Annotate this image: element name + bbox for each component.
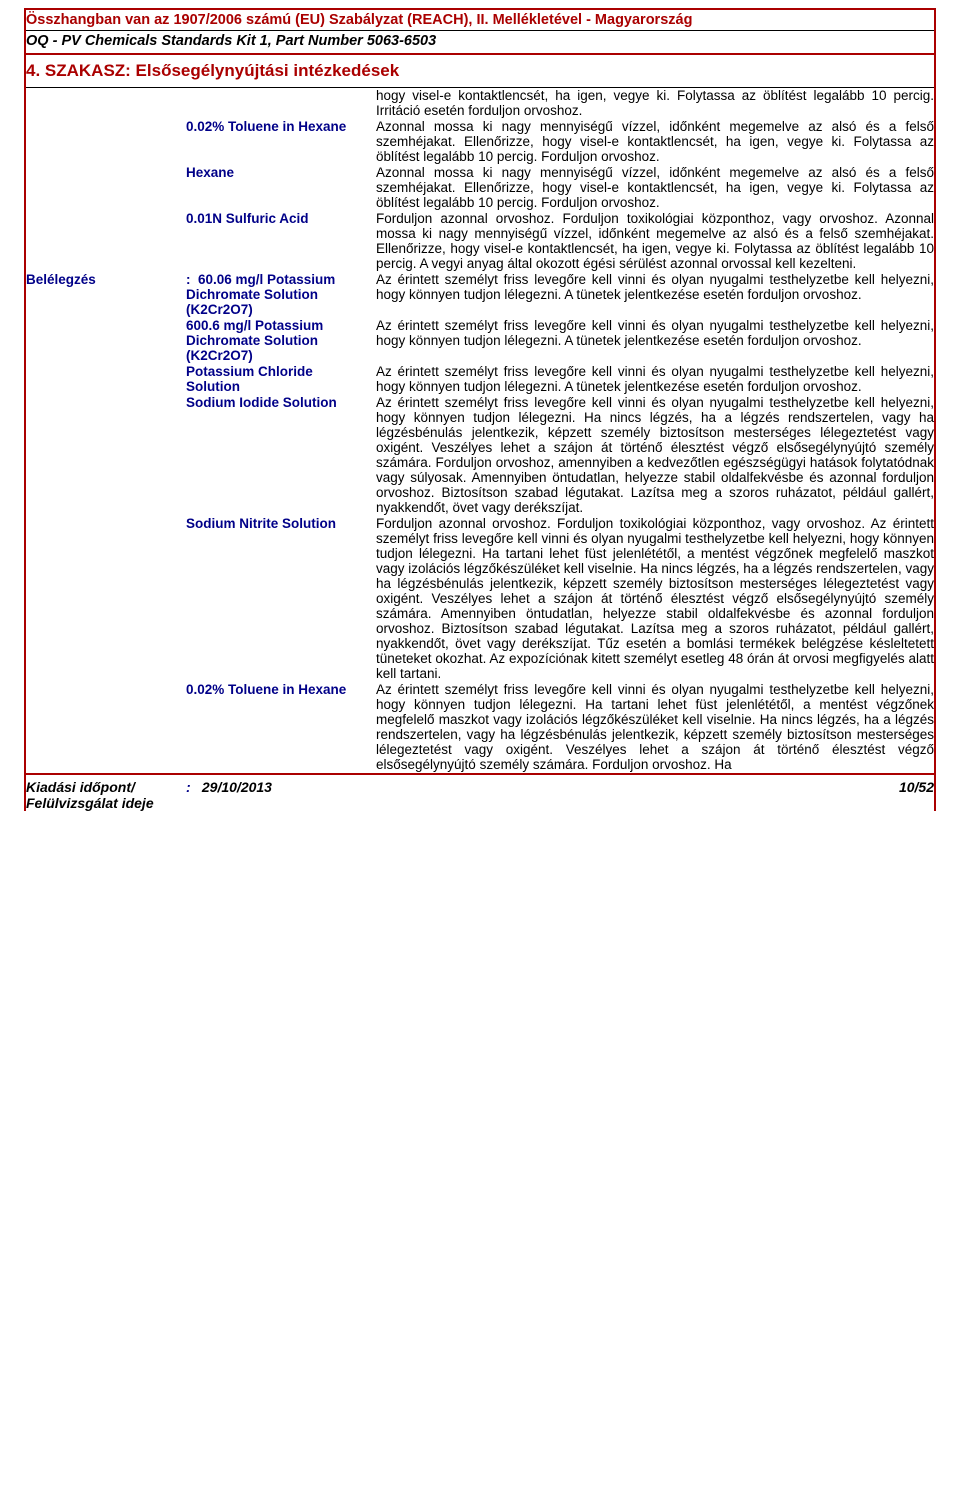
chemical-name: 0.02% Toluene in Hexane [186,682,376,697]
chemical-desc: Azonnal mossa ki nagy mennyiségű vízzel,… [376,165,934,210]
chemical-row: HexaneAzonnal mossa ki nagy mennyiségű v… [26,165,934,210]
chemical-row: 0.01N Sulfuric AcidForduljon azonnal orv… [26,211,934,271]
footer-label: Kiadási időpont/ Felülvizsgálat ideje [26,779,186,811]
chemical-name: 0.02% Toluene in Hexane [186,119,376,134]
section-title: 4. SZAKASZ: Elsősegélynyújtási intézkedé… [26,55,934,88]
chemical-desc: Forduljon azonnal orvoshoz. Forduljon to… [376,516,934,681]
chemical-desc: Az érintett személyt friss levegőre kell… [376,318,934,348]
chemical-name: :60.06 mg/l Potassium Dichromate Solutio… [186,272,376,317]
chemical-row: 0.02% Toluene in HexaneAzonnal mossa ki … [26,119,934,164]
footer-page: 10/52 [899,779,934,811]
footer-date: 29/10/2013 [202,779,272,795]
inhalation-row: Belélegzés:60.06 mg/l Potassium Dichroma… [26,272,934,317]
chemical-name: Sodium Nitrite Solution [186,516,376,531]
regulation-header: Összhangban van az 1907/2006 számú (EU) … [26,8,934,31]
inhalation-row: Potassium Chloride SolutionAz érintett s… [26,364,934,394]
inhalation-row: 0.02% Toluene in HexaneAz érintett szemé… [26,682,934,772]
intro-desc: hogy visel-e kontaktlencsét, ha igen, ve… [376,88,934,118]
inhalation-row: Sodium Nitrite SolutionForduljon azonnal… [26,516,934,681]
chemical-desc: Azonnal mossa ki nagy mennyiségű vízzel,… [376,119,934,164]
chemical-name: 600.6 mg/l Potassium Dichromate Solution… [186,318,376,363]
footer: Kiadási időpont/ Felülvizsgálat ideje : … [26,773,934,811]
chemical-desc: Az érintett személyt friss levegőre kell… [376,395,934,515]
chemical-desc: Az érintett személyt friss levegőre kell… [376,682,934,772]
inhalation-label: Belélegzés [26,272,186,287]
chemical-name: Potassium Chloride Solution [186,364,376,394]
chemical-name: 0.01N Sulfuric Acid [186,211,376,226]
chemical-name: Sodium Iodide Solution [186,395,376,410]
intro-row: hogy visel-e kontaktlencsét, ha igen, ve… [26,88,934,118]
chemical-desc: Az érintett személyt friss levegőre kell… [376,364,934,394]
chemical-desc: Az érintett személyt friss levegőre kell… [376,272,934,302]
product-header: OQ - PV Chemicals Standards Kit 1, Part … [26,31,934,55]
inhalation-row: Sodium Iodide SolutionAz érintett személ… [26,395,934,515]
chemical-name: Hexane [186,165,376,180]
chemical-desc: Forduljon azonnal orvoshoz. Forduljon to… [376,211,934,271]
inhalation-row: 600.6 mg/l Potassium Dichromate Solution… [26,318,934,363]
